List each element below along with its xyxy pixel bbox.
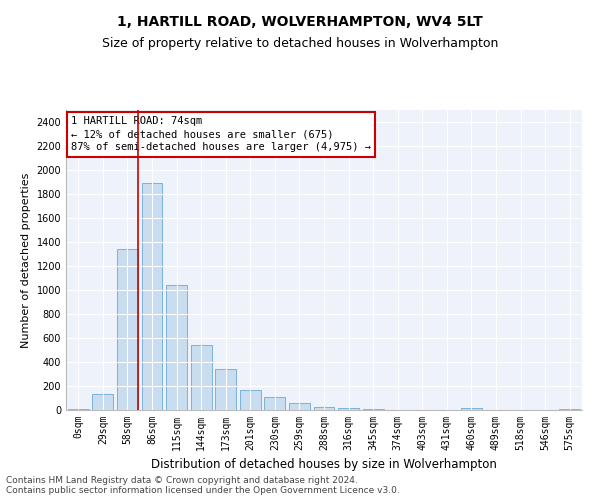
Text: 1 HARTILL ROAD: 74sqm
← 12% of detached houses are smaller (675)
87% of semi-det: 1 HARTILL ROAD: 74sqm ← 12% of detached … (71, 116, 371, 152)
Bar (191, 345, 212, 410)
Bar (289, 403, 310, 410)
Bar (166, 284, 187, 410)
Bar (265, 397, 286, 410)
Y-axis label: Number of detached properties: Number of detached properties (21, 172, 31, 348)
Text: 1, HARTILL ROAD, WOLVERHAMPTON, WV4 5LT: 1, HARTILL ROAD, WOLVERHAMPTON, WV4 5LT (117, 15, 483, 29)
Bar (142, 183, 163, 410)
Bar (68, 409, 89, 410)
Bar (215, 369, 236, 410)
Bar (92, 394, 113, 410)
Bar (338, 408, 359, 410)
Bar (240, 390, 261, 410)
Text: Size of property relative to detached houses in Wolverhampton: Size of property relative to detached ho… (102, 38, 498, 51)
Bar (461, 408, 482, 410)
Bar (314, 407, 334, 410)
X-axis label: Distribution of detached houses by size in Wolverhampton: Distribution of detached houses by size … (151, 458, 497, 471)
Bar (117, 248, 138, 410)
Text: Contains HM Land Registry data © Crown copyright and database right 2024.
Contai: Contains HM Land Registry data © Crown c… (6, 476, 400, 495)
